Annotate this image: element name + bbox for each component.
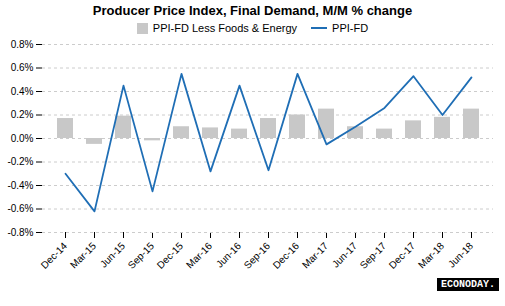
svg-text:0.6%: 0.6% [11, 62, 34, 73]
svg-text:0.0%: 0.0% [11, 133, 34, 144]
html-text:PPI-FD: PPI-FD [332, 22, 369, 34]
svg-text:Dec-14: Dec-14 [39, 240, 70, 271]
svg-text:0.8%: 0.8% [11, 39, 34, 50]
svg-text:Jun-18: Jun-18 [446, 240, 476, 270]
svg-text:-0.2%: -0.2% [7, 156, 33, 167]
svg-text:Dec-15: Dec-15 [155, 240, 186, 271]
svg-text:-0.8%: -0.8% [7, 227, 33, 238]
svg-text:Sep-17: Sep-17 [358, 240, 389, 271]
html-text:Producer Price Index, Final De: Producer Price Index, Final Demand, M/M … [92, 3, 413, 18]
svg-text:Mar-16: Mar-16 [184, 240, 214, 270]
svg-text:Jun-17: Jun-17 [330, 240, 360, 270]
svg-text:-0.6%: -0.6% [7, 203, 33, 214]
svg-text:Jun-16: Jun-16 [214, 240, 244, 270]
svg-text:-0.4%: -0.4% [7, 180, 33, 191]
svg-text:Mar-17: Mar-17 [300, 240, 330, 270]
html-text:PPI-FD Less Foods & Energy: PPI-FD Less Foods & Energy [152, 22, 298, 34]
svg-text:Sep-16: Sep-16 [242, 240, 273, 271]
svg-text:Sep-15: Sep-15 [126, 240, 157, 271]
svg-text:Jun-15: Jun-15 [98, 240, 128, 270]
svg-text:Dec-17: Dec-17 [387, 240, 418, 271]
svg-text:Dec-16: Dec-16 [271, 240, 302, 271]
html-text:ECONODAY.: ECONODAY. [441, 279, 495, 290]
svg-text:Mar-18: Mar-18 [416, 240, 446, 270]
svg-text:0.4%: 0.4% [11, 86, 34, 97]
svg-text:0.2%: 0.2% [11, 109, 34, 120]
svg-text:Mar-15: Mar-15 [68, 240, 98, 270]
